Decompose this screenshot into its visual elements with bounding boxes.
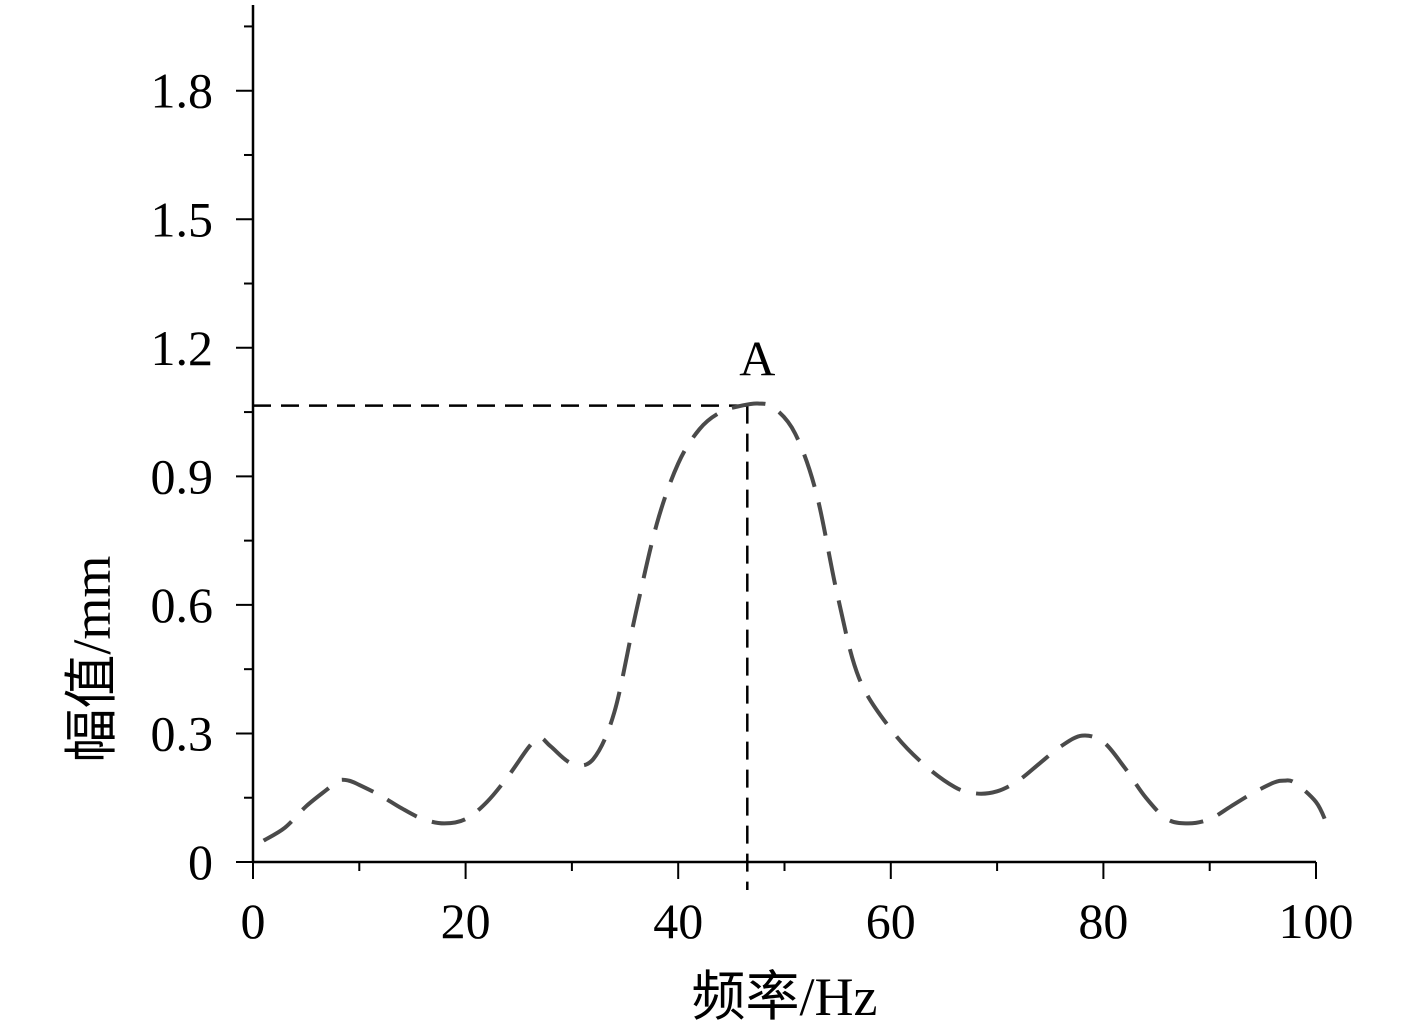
amplitude-series-line <box>262 401 1329 843</box>
y-tick-label: 0.9 <box>151 448 214 504</box>
x-tick-label: 100 <box>1279 893 1354 949</box>
y-tick-label: 1.2 <box>151 320 214 376</box>
y-tick-label: 1.8 <box>151 63 214 119</box>
y-tick-label: 1.5 <box>151 191 214 247</box>
x-tick-label: 80 <box>1078 893 1128 949</box>
y-tick-label: 0 <box>188 834 213 890</box>
x-axis-title: 频率/Hz <box>692 967 878 1027</box>
y-tick-label: 0.6 <box>151 577 214 633</box>
guide-lines <box>253 404 749 890</box>
axes <box>251 5 1316 864</box>
x-tick-label: 60 <box>866 893 916 949</box>
x-tick-label: 20 <box>441 893 491 949</box>
x-tick-label: 40 <box>653 893 703 949</box>
y-axis-title: 幅值/mm <box>62 556 122 763</box>
x-tick-label: 0 <box>241 893 266 949</box>
peak-annotation-label: A <box>739 331 775 387</box>
ticks: 0 0.3 0.6 0.9 1.2 1.5 1.8 0 20 40 60 80 100 <box>151 25 1354 949</box>
y-tick-label: 0.3 <box>151 705 214 761</box>
